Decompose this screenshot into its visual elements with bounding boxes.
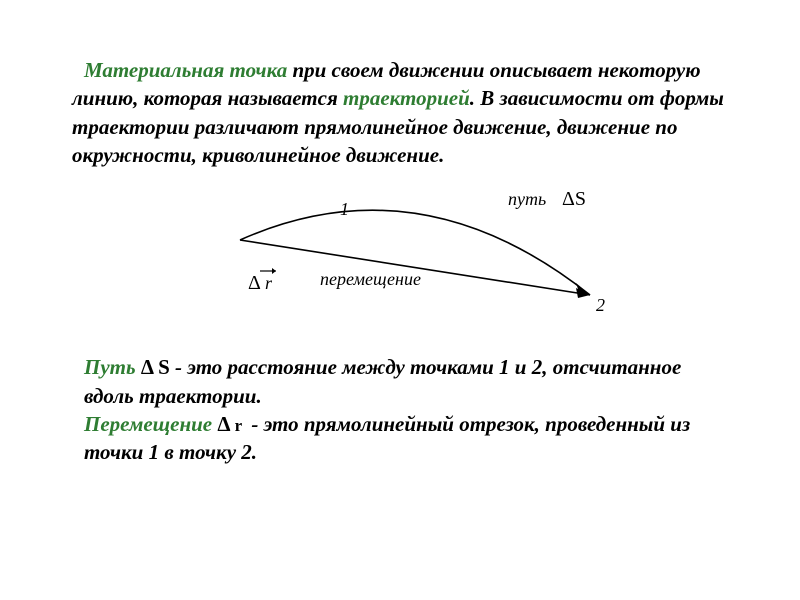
def-disp-text2: в точку — [159, 440, 241, 464]
def-disp-two: 2 — [241, 440, 252, 464]
diagram-delta-r-delta: Δ — [248, 272, 261, 294]
def-disp-delta: Δ — [212, 412, 230, 436]
diagram-label-2: 2 — [596, 295, 605, 315]
def-path-two: 2 — [532, 355, 543, 379]
diagram-delta-r-r: r — [265, 273, 273, 293]
definitions-block: Путь Δ S - это расстояние между точками … — [72, 353, 728, 466]
term-material-point: Материальная точка — [84, 58, 287, 82]
def-path-one: 1 — [499, 355, 510, 379]
diagram-label-delta-s: ΔS — [562, 188, 586, 210]
intro-paragraph: Материальная точка при своем движении оп… — [72, 56, 728, 169]
def-disp-r: r — [231, 415, 247, 438]
def-path-key: Путь — [84, 355, 136, 379]
def-disp-one: 1 — [149, 440, 160, 464]
diagram-label-path-word: путь — [508, 189, 546, 209]
def-disp-key: Перемещение — [84, 412, 212, 436]
trajectory-diagram: 1 2 путь ΔS перемещение Δ r — [190, 185, 610, 335]
def-path-text2: и — [510, 355, 532, 379]
slide-page: Материальная точка при своем движении оп… — [0, 0, 800, 467]
term-trajectory: траекторией — [343, 86, 470, 110]
def-path-symbol: Δ S — [136, 355, 175, 379]
def-path: Путь Δ S - это расстояние между точками … — [84, 353, 728, 410]
def-displacement: Перемещение Δr - это прямолинейный отрез… — [84, 410, 728, 467]
diagram-label-1: 1 — [340, 199, 349, 219]
def-disp-text3: . — [252, 440, 257, 464]
def-path-text1: - это расстояние между точками — [175, 355, 499, 379]
diagram-delta-r-vector-arrowhead — [272, 268, 276, 274]
diagram-label-displacement-word: перемещение — [320, 269, 421, 289]
